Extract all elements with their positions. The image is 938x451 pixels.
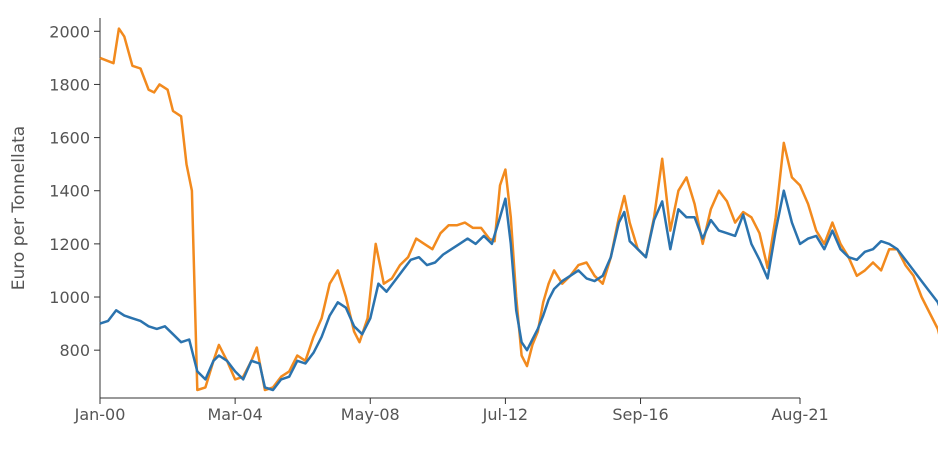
y-tick-label: 1200 [49,235,90,254]
series-group [99,27,938,392]
y-axis-title: Euro per Tonnellata [9,126,29,290]
x-tick-label: Aug-21 [771,405,828,424]
y-tick-label: 1000 [49,288,90,307]
y-axis: 800 1000 1200 1400 1600 1800 2000 [49,18,101,398]
series-line-hdpe-cciaa [99,27,938,392]
x-axis: Jan-00 Mar-04 May-08 Jul-12 Sep-16 Aug-21 [74,397,829,424]
x-tick-label: Mar-04 [207,405,262,424]
y-tick-label: 2000 [49,22,90,41]
y-tick-label: 1400 [49,182,90,201]
x-tick-label: Jul-12 [482,405,528,424]
x-tick-label: Sep-16 [612,405,668,424]
x-tick-label: Jan-00 [74,405,126,424]
x-tick-label: May-08 [341,405,400,424]
y-tick-label: 1600 [49,129,90,148]
series-line-hdpe-doganale [99,189,938,392]
y-tick-label: 1800 [49,75,90,94]
y-tick-label: 800 [59,341,90,360]
